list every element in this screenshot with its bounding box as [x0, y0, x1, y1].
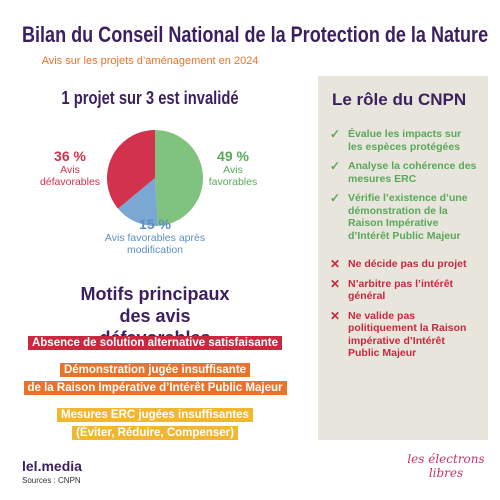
- role-item: ✕ Ne décide pas du projet: [330, 258, 478, 271]
- role-item: ✓ Analyse la cohérence des mesures ERC: [330, 160, 478, 185]
- role-text: Vérifie l’existence d’une démonstration …: [348, 192, 468, 242]
- label-group: 49 % Avis favorables: [202, 148, 264, 188]
- category-label: Avis favorables après modification: [104, 232, 206, 256]
- pie-slice: [118, 178, 159, 226]
- title: Bilan du Conseil National de la Protecti…: [22, 22, 489, 47]
- does-list: ✓ Évalue les impacts sur les espèces prot…: [330, 128, 478, 242]
- role-title: Le rôle du CNPN: [332, 90, 467, 109]
- pie-slice: [107, 130, 155, 209]
- source: Sources : CNPN: [22, 476, 81, 485]
- motif-row: Mesures ERC jugées insuffisantes: [0, 405, 310, 423]
- role-text: Analyse la cohérence des mesures ERC: [348, 160, 477, 185]
- icon: ✕: [330, 308, 341, 323]
- role-text: Ne valide pas politiquement la Raison im…: [348, 309, 467, 360]
- brand: lel.media: [22, 458, 82, 474]
- logo-text: libres: [428, 466, 464, 480]
- role-panel: Le rôle du CNPN ✓ Évalue les impacts sur …: [318, 76, 488, 440]
- motif: Mesures ERC jugées insuffisantes (Éviter,…: [0, 405, 310, 441]
- role-item: ✓ Vérifie l’existence d’une démonstration…: [330, 192, 478, 242]
- label-group: 15 % Avis favorables après modification: [90, 216, 220, 256]
- category-label: Avis favorables: [208, 164, 258, 188]
- role-item: ✓ Évalue les impacts sur les espèces prot…: [330, 128, 478, 153]
- motif-text: Absence de solution alternative satisfai…: [27, 336, 283, 350]
- label-group: 36 % Avis défavorables: [30, 148, 110, 188]
- pie-heading: 1 projet sur 3 est invalidé: [61, 88, 239, 108]
- role-text: Ne décide pas du projet: [348, 258, 467, 270]
- icon: ✕: [330, 276, 341, 291]
- value-label: 49 %: [217, 148, 249, 164]
- value-label: 15 %: [139, 216, 171, 232]
- does-not-list: ✕ Ne décide pas du projet ✕ N’arbitre pas l…: [330, 258, 478, 360]
- role-item: ✕ N’arbitre pas l’intérêt général: [330, 276, 478, 303]
- icon: ✓: [330, 191, 341, 205]
- role-text: N’arbitre pas l’intérêt général: [348, 277, 454, 303]
- value-label: 36 %: [54, 148, 86, 164]
- pie-slice: [155, 130, 204, 226]
- logo: les électrons libres: [406, 452, 486, 480]
- motif-text: (Éviter, Réduire, Compenser): [72, 426, 238, 440]
- motif-text: de la Raison Impérative d’Intérêt Public…: [23, 381, 287, 395]
- role-text: Évalue les impacts sur les espèces proté…: [348, 128, 462, 153]
- motif-row: Absence de solution alternative satisfai…: [0, 333, 310, 351]
- motif-row: Démonstration jugée insuffisante: [0, 360, 310, 378]
- subtitle: Avis sur les projets d’aménagement en 20…: [41, 55, 259, 67]
- motifs-list: Absence de solution alternative satisfai…: [0, 333, 310, 450]
- motif: Démonstration jugée insuffisante de la Ra…: [0, 360, 310, 396]
- icon: ✓: [330, 159, 341, 173]
- motifs-title: Motifs principaux des avis défavorables: [80, 284, 230, 348]
- logo-text: les électrons: [407, 452, 485, 466]
- category-label: Avis défavorables: [39, 164, 101, 188]
- icon: ✕: [330, 257, 341, 271]
- motif-text: Mesures ERC jugées insuffisantes: [57, 408, 253, 422]
- motif-row: de la Raison Impérative d’Intérêt Public…: [0, 378, 310, 396]
- icon: ✓: [330, 127, 341, 141]
- motif: Absence de solution alternative satisfai…: [0, 333, 310, 351]
- motif-row: (Éviter, Réduire, Compenser): [0, 423, 310, 441]
- role-item: ✕ Ne valide pas politiquement la Raison i…: [330, 308, 478, 360]
- motif-text: Démonstration jugée insuffisante: [59, 363, 251, 377]
